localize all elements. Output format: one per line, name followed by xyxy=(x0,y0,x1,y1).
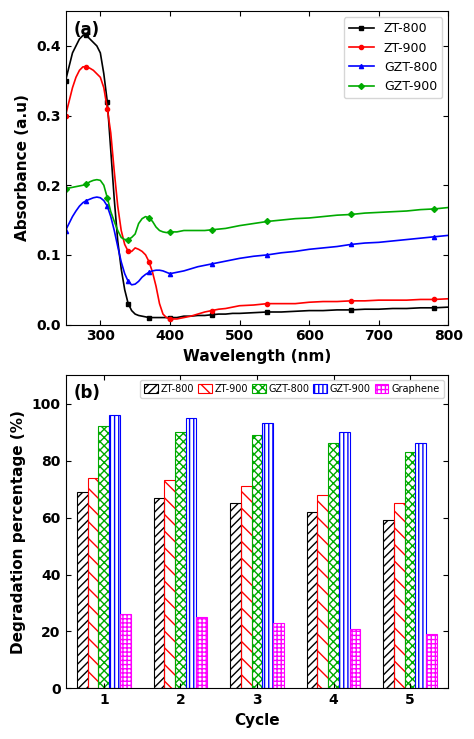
ZT-800 xyxy=(63,76,68,85)
Bar xyxy=(77,492,88,689)
Line: GZT-900: GZT-900 xyxy=(64,177,450,242)
GZT-800 xyxy=(139,273,145,282)
Bar xyxy=(426,634,437,689)
Bar xyxy=(416,443,426,689)
Bar xyxy=(328,443,339,689)
Bar xyxy=(154,497,164,689)
ZT-800 xyxy=(209,310,215,319)
GZT-800 xyxy=(292,247,298,256)
Text: (a): (a) xyxy=(73,21,100,38)
ZT-900 xyxy=(209,306,215,315)
GZT-800 xyxy=(66,219,72,228)
Bar xyxy=(252,435,262,689)
ZT-800 xyxy=(66,62,72,71)
Bar xyxy=(350,629,360,689)
Line: ZT-900: ZT-900 xyxy=(64,65,450,321)
ZT-800 xyxy=(188,312,194,321)
ZT-800 xyxy=(446,303,451,312)
ZT-900 xyxy=(63,111,68,120)
ZT-800 xyxy=(292,307,298,316)
Bar xyxy=(339,432,350,689)
GZT-900 xyxy=(223,224,228,233)
GZT-900 xyxy=(292,214,298,223)
Bar xyxy=(164,480,175,689)
GZT-800 xyxy=(94,193,100,202)
Bar xyxy=(120,614,131,689)
GZT-900 xyxy=(209,225,215,234)
Bar xyxy=(99,426,109,689)
Bar xyxy=(405,452,416,689)
GZT-900 xyxy=(446,203,451,212)
Text: (b): (b) xyxy=(73,384,100,403)
Line: GZT-800: GZT-800 xyxy=(64,195,450,287)
GZT-900 xyxy=(94,175,100,184)
X-axis label: Wavelength (nm): Wavelength (nm) xyxy=(183,349,331,364)
Y-axis label: Degradation percentage (%): Degradation percentage (%) xyxy=(11,410,26,654)
ZT-900 xyxy=(446,294,451,303)
ZT-900 xyxy=(80,62,86,71)
Bar xyxy=(262,423,273,689)
ZT-900 xyxy=(292,299,298,308)
ZT-900 xyxy=(66,98,72,106)
GZT-800 xyxy=(129,280,135,289)
ZT-900 xyxy=(167,315,173,324)
ZT-800 xyxy=(80,31,86,40)
Bar xyxy=(241,486,252,689)
Bar xyxy=(383,520,394,689)
GZT-900 xyxy=(139,214,145,223)
Bar xyxy=(230,503,241,689)
Legend: ZT-800, ZT-900, GZT-800, GZT-900, Graphene: ZT-800, ZT-900, GZT-800, GZT-900, Graphe… xyxy=(140,380,444,398)
ZT-900 xyxy=(188,312,194,321)
GZT-800 xyxy=(209,259,215,268)
GZT-900 xyxy=(63,184,68,193)
GZT-800 xyxy=(63,226,68,235)
Bar xyxy=(273,623,284,689)
Bar xyxy=(196,617,207,689)
Y-axis label: Absorbance (a.u): Absorbance (a.u) xyxy=(16,95,30,241)
GZT-900 xyxy=(188,226,194,235)
ZT-800 xyxy=(146,313,152,322)
GZT-900 xyxy=(66,183,72,192)
ZT-900 xyxy=(136,245,141,253)
Bar xyxy=(109,415,120,689)
Line: ZT-800: ZT-800 xyxy=(64,33,450,320)
X-axis label: Cycle: Cycle xyxy=(234,713,280,728)
GZT-800 xyxy=(223,256,228,265)
ZT-900 xyxy=(223,304,228,313)
Bar xyxy=(88,477,99,689)
Bar xyxy=(394,503,405,689)
Legend: ZT-800, ZT-900, GZT-800, GZT-900: ZT-800, ZT-900, GZT-800, GZT-900 xyxy=(344,17,442,98)
GZT-800 xyxy=(188,265,194,273)
ZT-800 xyxy=(223,310,228,319)
GZT-900 xyxy=(122,235,128,244)
Bar xyxy=(318,494,328,689)
Bar xyxy=(186,418,196,689)
Bar xyxy=(307,512,318,689)
Bar xyxy=(175,432,186,689)
ZT-800 xyxy=(136,311,141,320)
GZT-800 xyxy=(446,231,451,240)
